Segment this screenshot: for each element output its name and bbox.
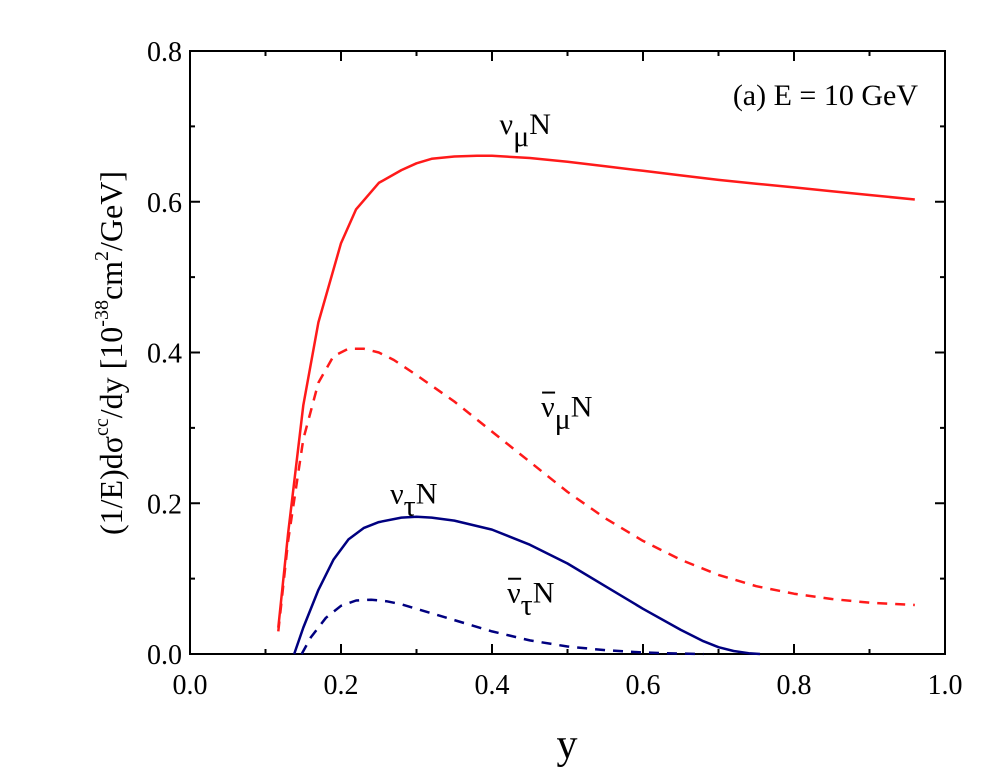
- series-label-suffix: N: [571, 391, 593, 424]
- y-tick-label: 0.6: [147, 188, 182, 219]
- x-axis-title: y: [557, 722, 578, 768]
- svg-text:νμN: νμN: [500, 108, 551, 153]
- axis-ticks: 0.0 0.2 0.4 0.6 0.8 1.0 0.0 0.2 0.4 0.6 0.8: [147, 37, 963, 701]
- svg-text:νμN: νμN: [541, 391, 592, 436]
- series-line-2: [293, 515, 761, 656]
- x-tick-label: 1.0: [928, 670, 963, 701]
- series-label-sub: τ: [404, 489, 416, 522]
- y-tick-label: 0.8: [147, 37, 182, 68]
- series-label-sub: τ: [521, 589, 533, 622]
- series-label-suffix: N: [529, 108, 551, 141]
- series-label-base: ν: [507, 577, 521, 610]
- y-axis-title-middle: /dy [10: [93, 327, 129, 419]
- series-label-0: νμN: [500, 108, 551, 153]
- x-tick-label: 0.2: [324, 670, 359, 701]
- series-label-base: ν: [390, 477, 404, 510]
- series-line-1: [277, 347, 915, 632]
- svg-text:ντN: ντN: [507, 577, 554, 622]
- y-tick-label: 0.2: [147, 489, 182, 520]
- series-label-sub: μ: [513, 120, 529, 153]
- x-tick-label: 0.6: [626, 670, 661, 701]
- series-group: [277, 154, 915, 656]
- series-line-0: [277, 154, 915, 628]
- x-tick-label: 0.4: [475, 670, 510, 701]
- y-axis-title-sup1: cc: [91, 418, 113, 436]
- chart-annotation: (a) E = 10 GeV: [733, 79, 919, 112]
- x-tick-label: 0.8: [777, 670, 812, 701]
- series-label-3: ντN: [507, 577, 554, 622]
- y-axis-title-prefix: (1/E)dσ: [93, 436, 129, 535]
- series-line-3: [300, 598, 704, 656]
- series-label-base: ν: [541, 391, 555, 424]
- series-label-suffix: N: [533, 577, 555, 610]
- series-label-sub: μ: [555, 403, 571, 436]
- y-tick-label: 0.0: [147, 640, 182, 671]
- x-tick-label: 0.0: [173, 670, 208, 701]
- svg-text:ντN: ντN: [390, 477, 437, 522]
- y-axis-title-sup3: 2: [91, 251, 113, 261]
- y-axis-title: (1/E)dσcc/dy [10-38cm2/GeV]: [91, 171, 129, 535]
- y-axis-title-sup2: -38: [91, 300, 113, 327]
- series-label-suffix: N: [416, 477, 438, 510]
- y-axis-title-middle2: cm: [93, 261, 129, 300]
- series-label-1: νμN: [541, 391, 592, 436]
- y-axis-title-suffix: /GeV]: [93, 171, 129, 251]
- y-tick-label: 0.4: [147, 339, 182, 370]
- series-label-base: ν: [500, 108, 514, 141]
- series-label-2: ντN: [390, 477, 437, 522]
